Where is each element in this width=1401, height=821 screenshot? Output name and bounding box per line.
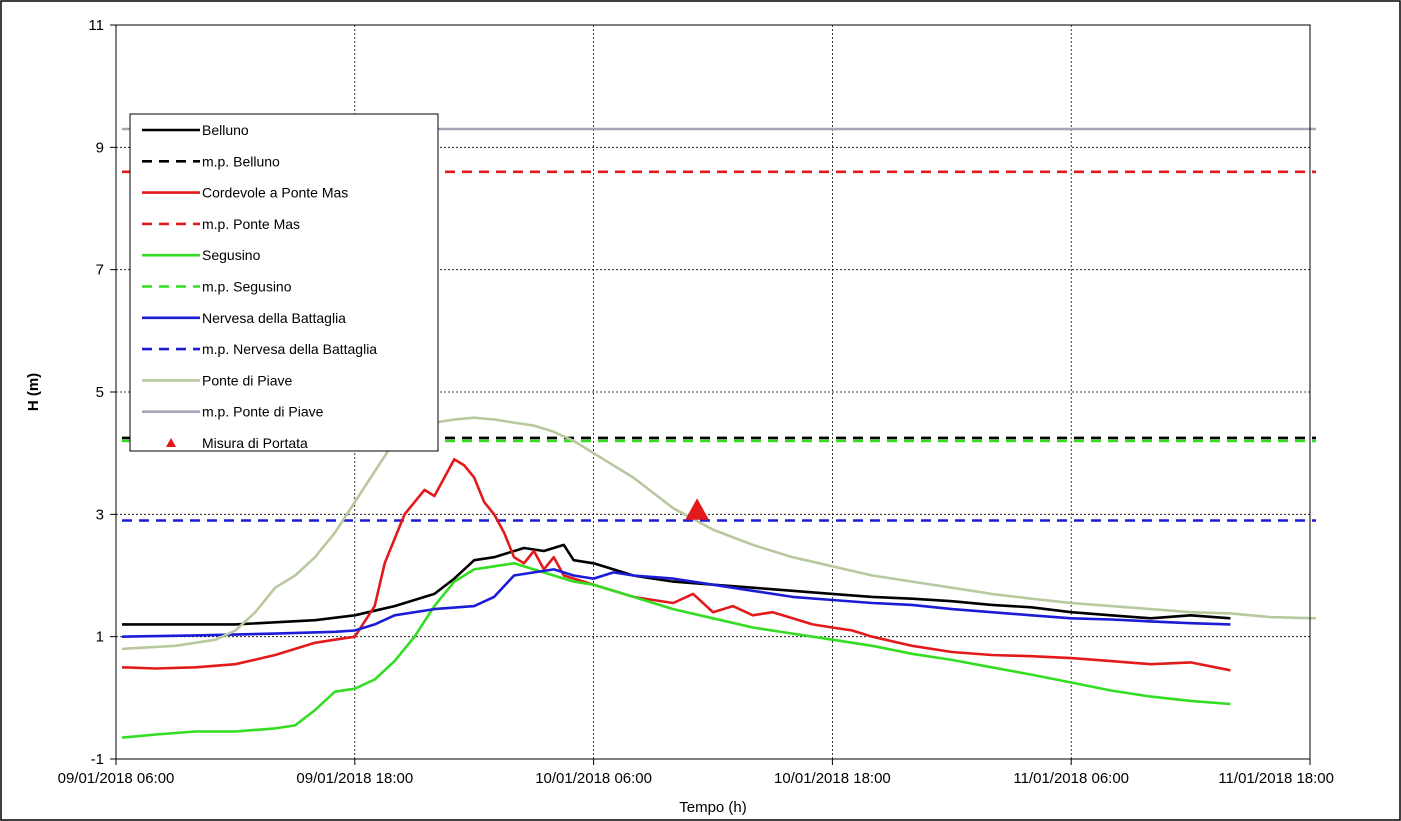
tick-labels-layer: -1 1 3 5 7 9 11 09/01/2018 06:00 09/01/2018 18:0…: [58, 17, 1334, 787]
legend-swatch: [166, 438, 176, 447]
legend-label: m.p. Ponte di Piave: [202, 404, 324, 420]
legend: Belluno m.p. Belluno Cordevole a Ponte Mas…: [129, 113, 439, 452]
misura-portata-marker: [685, 498, 709, 520]
legend-label: m.p. Ponte Mas: [202, 216, 300, 232]
legend-label: Cordevole a Ponte Mas: [202, 185, 348, 201]
x-tick-label: 09/01/2018 06:00: [58, 770, 175, 787]
legend-label: Nervesa della Battaglia: [202, 310, 346, 326]
y-axis-label: H (m): [25, 373, 42, 411]
y-tick-label: 9: [96, 139, 104, 156]
x-tick-label: 11/01/2018 18:00: [1218, 770, 1334, 787]
legend-label: m.p. Nervesa della Battaglia: [202, 341, 377, 357]
y-tick-label: -1: [91, 751, 104, 768]
markers-layer: [685, 498, 709, 520]
y-tick-label: 1: [96, 629, 104, 646]
y-tick-label: 3: [96, 506, 104, 523]
y-tick-label: 11: [88, 17, 104, 34]
legend-box: [129, 113, 439, 452]
series-layer: [121, 416, 1317, 739]
x-tick-label: 11/01/2018 06:00: [1013, 770, 1129, 787]
series-line-8: [121, 416, 1317, 651]
legend-label: m.p. Belluno: [202, 153, 280, 169]
legend-label: m.p. Segusino: [202, 279, 292, 295]
legend-label: Ponte di Piave: [202, 372, 292, 388]
x-tick-label: 09/01/2018 18:00: [296, 770, 413, 787]
x-tick-label: 10/01/2018 06:00: [535, 770, 652, 787]
series-line-4: [121, 561, 1231, 739]
x-axis-label: Tempo (h): [679, 799, 747, 816]
series-line-6: [121, 568, 1231, 638]
grid-layer: [116, 25, 1311, 759]
x-tick-label: 10/01/2018 18:00: [774, 770, 891, 787]
legend-label: Segusino: [202, 247, 261, 263]
y-tick-label: 7: [96, 262, 104, 279]
legend-label: Misura di Portata: [202, 435, 308, 451]
series-line-2: [121, 457, 1231, 672]
legend-label: Belluno: [202, 122, 249, 138]
y-tick-label: 5: [96, 384, 104, 401]
